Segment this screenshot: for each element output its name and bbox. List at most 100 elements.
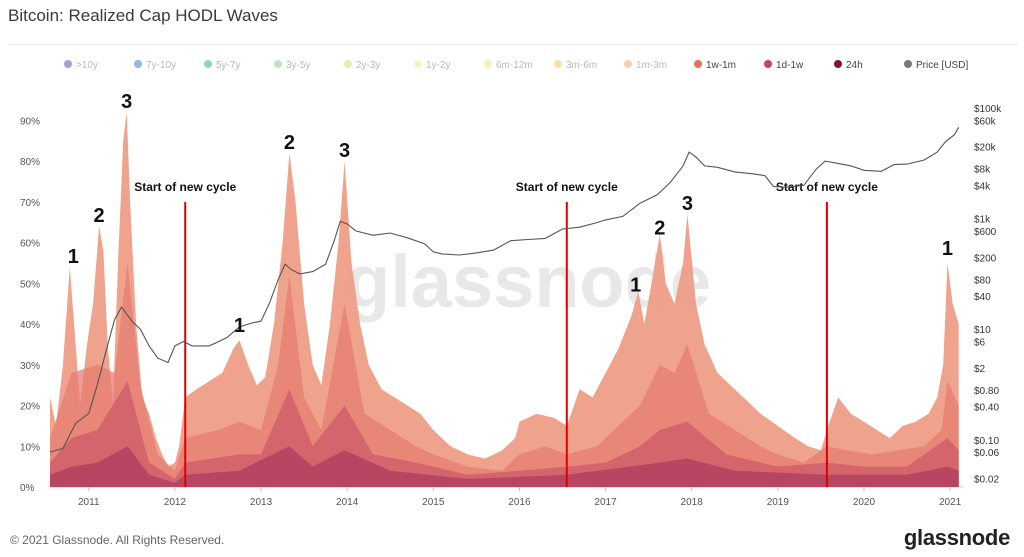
legend-item-2y-3y[interactable]: 2y-3y [344, 60, 380, 71]
peak-label: 2 [654, 217, 665, 239]
legend-item-7y-10y[interactable]: 7y-10y [134, 60, 176, 71]
x-tick-label: 2011 [78, 497, 100, 508]
y-axis-right: $100k$60k$20k$8k$4k$1k$600$200$80$40$10$… [974, 104, 1002, 485]
legend-item-1w-1m[interactable]: 1w-1m [694, 60, 736, 71]
wave-areas [50, 112, 959, 487]
legend-item-5y-7y[interactable]: 5y-7y [204, 60, 240, 71]
x-tick-label: 2013 [250, 497, 273, 508]
peak-label: 3 [121, 91, 132, 113]
legend-label: 1y-2y [426, 60, 450, 71]
legend-item--10y[interactable]: >10y [64, 60, 98, 71]
peak-label: 1 [234, 315, 245, 337]
y-left-tick-label: 80% [20, 157, 40, 168]
x-tick-label: 2017 [594, 497, 617, 508]
y-right-tick-label: $100k [974, 104, 1002, 115]
legend-label: 1d-1w [776, 60, 804, 71]
legend-dot-icon [344, 60, 352, 68]
legend-label: 6m-12m [496, 60, 533, 71]
legend-label: >10y [76, 60, 98, 71]
y-right-tick-label: $0.80 [974, 386, 999, 397]
peak-label: 3 [682, 193, 693, 215]
legend-dot-icon [624, 60, 632, 68]
y-right-tick-label: $1k [974, 215, 991, 226]
y-right-tick-label: $4k [974, 181, 991, 192]
legend-label: 3m-6m [566, 60, 597, 71]
y-left-tick-label: 70% [20, 198, 40, 209]
page-title: Bitcoin: Realized Cap HODL Waves [8, 6, 278, 25]
legend-label: 24h [846, 60, 863, 71]
legend-item-3y-5y[interactable]: 3y-5y [274, 60, 310, 71]
legend-dot-icon [134, 60, 142, 68]
y-left-tick-label: 40% [20, 320, 40, 331]
legend-label: 1m-3m [636, 60, 667, 71]
x-tick-label: 2020 [853, 497, 876, 508]
legend-label: Price [USD] [916, 60, 968, 71]
x-tick-label: 2015 [422, 497, 445, 508]
y-left-tick-label: 30% [20, 361, 40, 372]
legend-dot-icon [834, 60, 842, 68]
y-left-tick-label: 20% [20, 402, 40, 413]
legend-label: 1w-1m [706, 60, 736, 71]
legend-dot-icon [764, 60, 772, 68]
legend-label: 7y-10y [146, 60, 176, 71]
legend-item-6m-12m[interactable]: 6m-12m [484, 60, 533, 71]
area-series-24h [50, 446, 959, 487]
legend-dot-icon [904, 60, 912, 68]
x-axis: 2011 2012 2013 2014 2015 2016 2017 2018 2019 2020… [78, 487, 962, 508]
y-right-tick-label: $10 [974, 325, 991, 336]
y-left-tick-label: 0% [20, 483, 35, 494]
legend-item-1y-2y[interactable]: 1y-2y [414, 60, 450, 71]
legend-label: 5y-7y [216, 60, 240, 71]
x-tick-label: 2016 [508, 497, 531, 508]
legend-dot-icon [484, 60, 492, 68]
chart-panel: >10y 7y-10y 5y-7y 3y-5y 2y-3y 1y-2y 6m-12m 3m-6… [8, 44, 1018, 513]
cycle-label: Start of new cycle [776, 180, 878, 194]
legend-dot-icon [414, 60, 422, 68]
legend-item-1m-3m[interactable]: 1m-3m [624, 60, 667, 71]
hodl-waves-chart: >10y 7y-10y 5y-7y 3y-5y 2y-3y 1y-2y 6m-12m 3m-6… [20, 60, 1002, 508]
y-right-tick-label: $40 [974, 292, 991, 303]
y-right-tick-label: $600 [974, 227, 997, 238]
x-tick-label: 2019 [767, 497, 790, 508]
legend-item-1d-1w[interactable]: 1d-1w [764, 60, 804, 71]
peak-label: 1 [942, 238, 953, 260]
y-right-tick-label: $80 [974, 275, 991, 286]
peak-label: 3 [339, 140, 350, 162]
y-right-tick-label: $0.40 [974, 403, 999, 414]
legend-item-3m-6m[interactable]: 3m-6m [554, 60, 597, 71]
x-tick-label: 2018 [681, 497, 704, 508]
y-right-tick-label: $200 [974, 253, 997, 264]
peak-label: 1 [630, 274, 641, 296]
peak-label: 2 [284, 132, 295, 154]
price-line [49, 127, 960, 453]
chart-legend: >10y 7y-10y 5y-7y 3y-5y 2y-3y 1y-2y 6m-12m 3m-6… [64, 60, 968, 71]
peak-label: 1 [68, 246, 79, 268]
y-axis-left: 0% 10% 20% 30% 40% 50% 60% 70% 80% 90% [20, 116, 40, 494]
y-right-tick-label: $60k [974, 116, 997, 127]
cycle-label: Start of new cycle [134, 180, 236, 194]
y-right-tick-label: $6 [974, 337, 986, 348]
y-left-tick-label: 50% [20, 279, 40, 290]
brand-logo[interactable]: glassnode [903, 525, 1010, 550]
peak-label: 2 [94, 205, 105, 227]
legend-item-24h[interactable]: 24h [834, 60, 863, 71]
legend-dot-icon [694, 60, 702, 68]
legend-dot-icon [554, 60, 562, 68]
legend-dot-icon [274, 60, 282, 68]
y-right-tick-label: $20k [974, 143, 997, 154]
y-left-tick-label: 60% [20, 239, 40, 250]
legend-item-price-usd-[interactable]: Price [USD] [904, 60, 968, 71]
x-tick-label: 2012 [164, 497, 187, 508]
copyright-text: © 2021 Glassnode. All Rights Reserved. [10, 533, 225, 547]
y-right-tick-label: $0.10 [974, 436, 999, 447]
cycle-label: Start of new cycle [516, 180, 618, 194]
legend-dot-icon [64, 60, 72, 68]
legend-dot-icon [204, 60, 212, 68]
y-right-tick-label: $8k [974, 165, 991, 176]
y-right-tick-label: $0.06 [974, 448, 999, 459]
y-left-tick-label: 90% [20, 116, 40, 127]
x-tick-label: 2021 [939, 497, 962, 508]
x-tick-label: 2014 [336, 497, 359, 508]
y-right-tick-label: $0.02 [974, 474, 999, 485]
